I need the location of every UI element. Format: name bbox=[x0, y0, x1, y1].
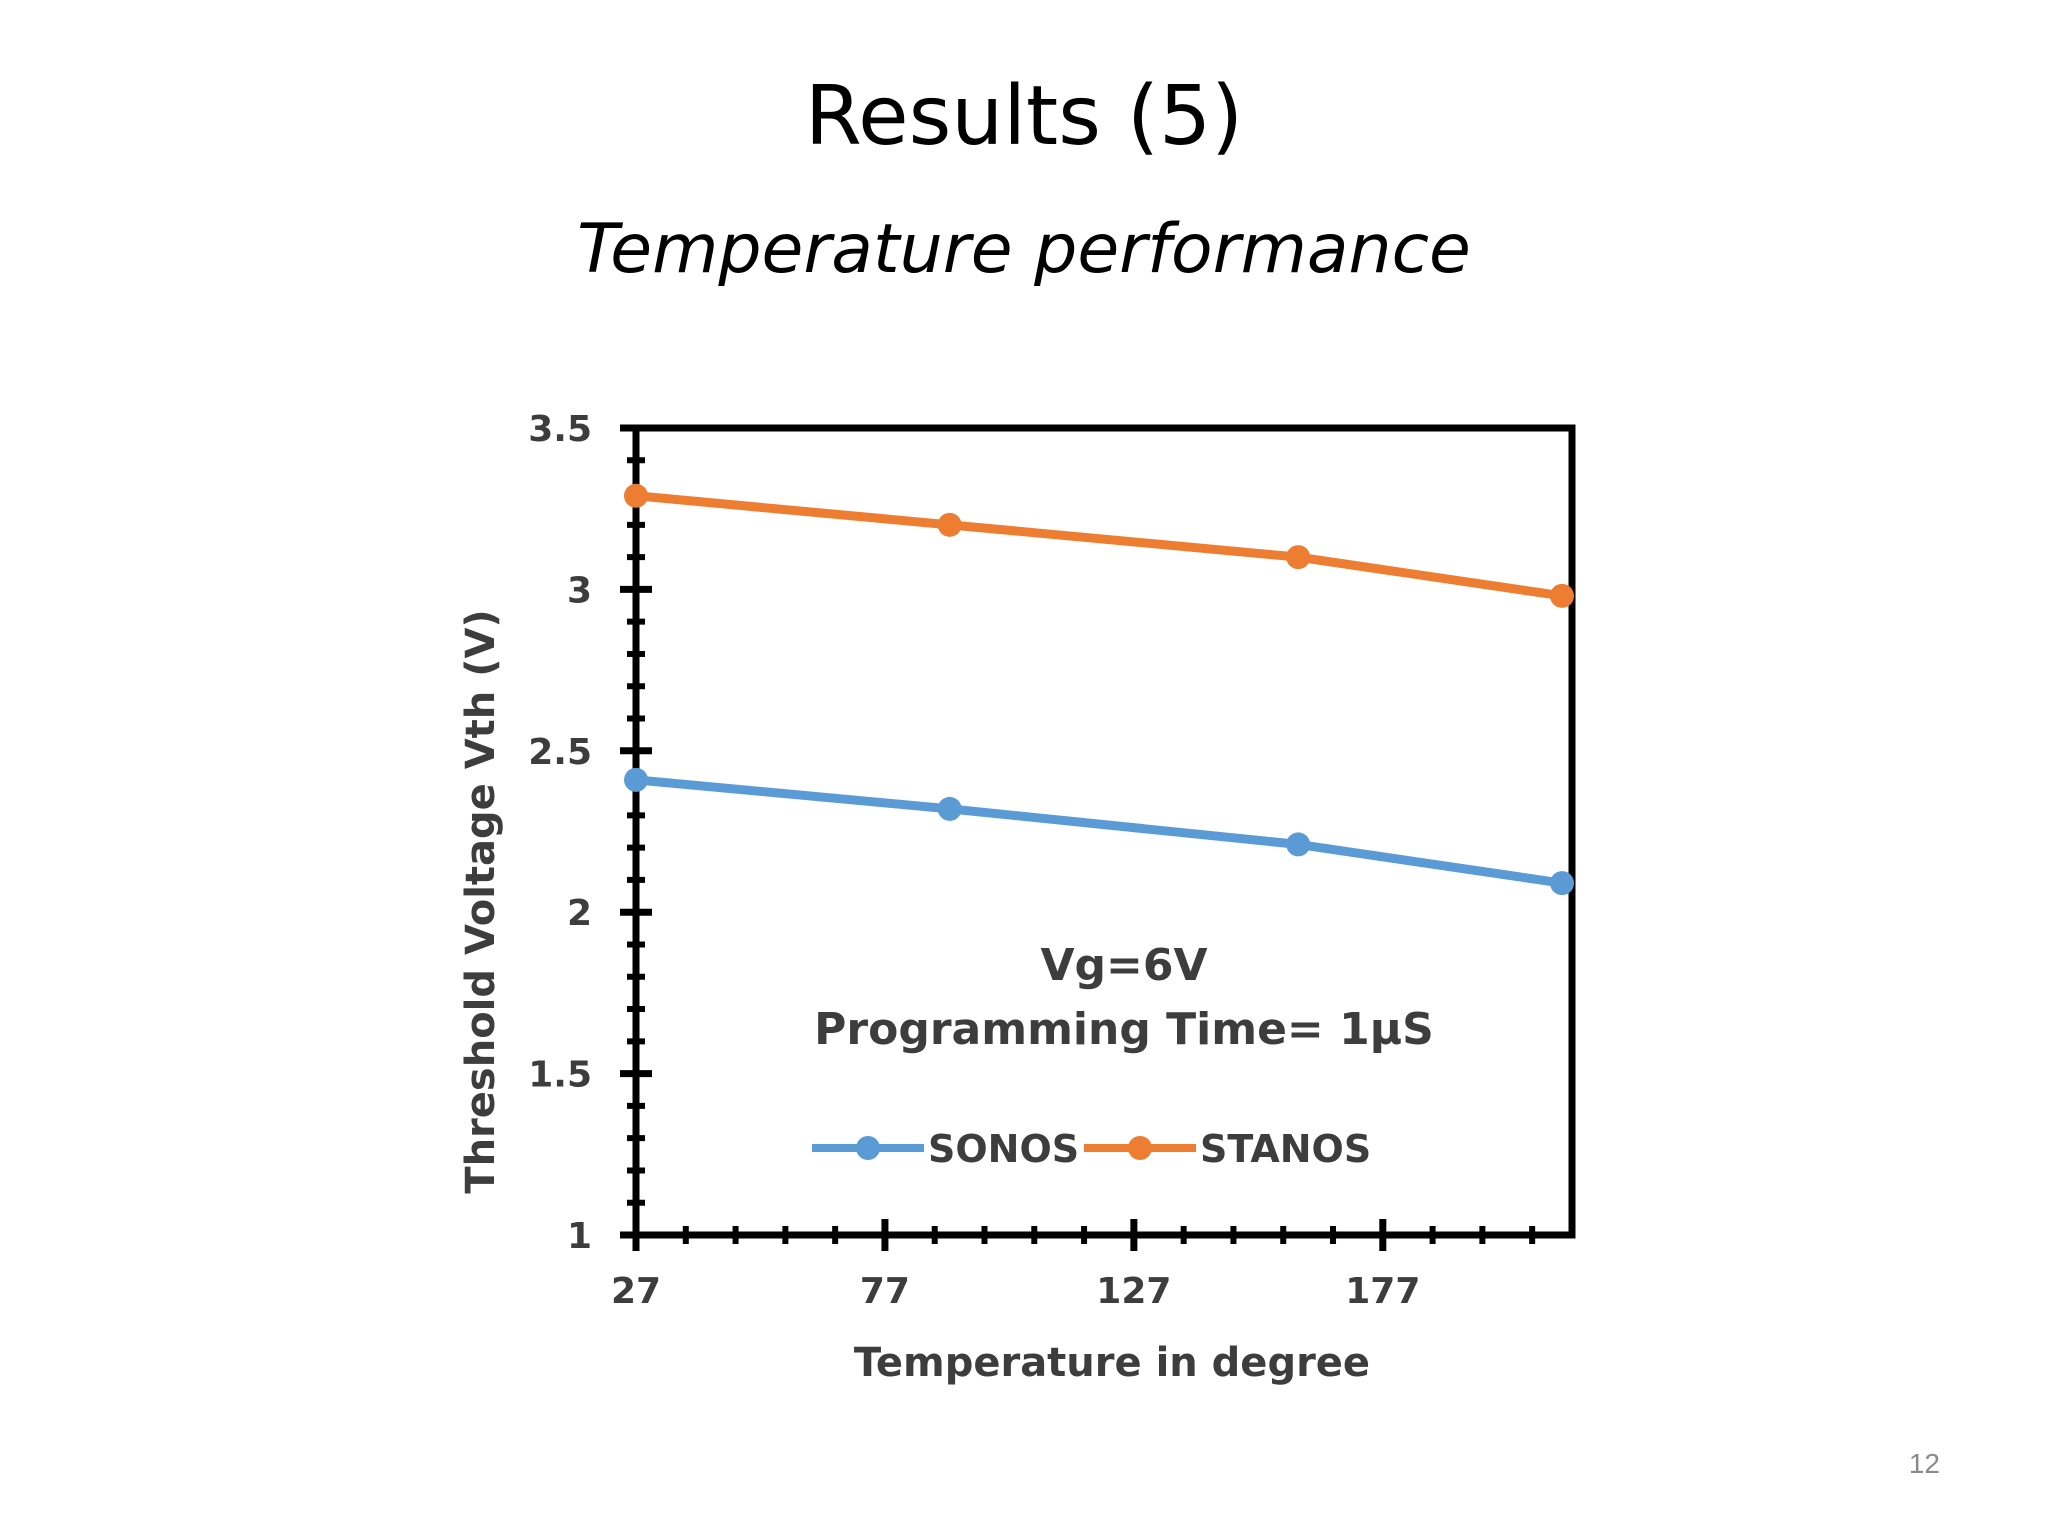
data-point-sonos bbox=[1550, 871, 1575, 896]
series-line-stanos bbox=[631, 491, 1567, 601]
chart-annotation: Programming Time= 1µS bbox=[814, 1004, 1434, 1055]
slide-subtitle: Temperature performance bbox=[577, 210, 1471, 289]
y-tick-label: 1 bbox=[567, 1216, 592, 1257]
plot-frame bbox=[632, 424, 1576, 1239]
legend-swatch-marker bbox=[1128, 1136, 1152, 1160]
y-tick-label: 2.5 bbox=[528, 732, 592, 773]
chart-annotation: Vg=6V bbox=[1040, 940, 1207, 991]
data-point-stanos bbox=[1286, 545, 1311, 570]
y-tick-label: 1.5 bbox=[528, 1055, 592, 1096]
slide-title: Results (5) bbox=[804, 69, 1244, 164]
data-point-sonos bbox=[624, 767, 648, 792]
y-tick-label: 2 bbox=[567, 893, 592, 934]
data-point-sonos bbox=[937, 796, 962, 821]
data-point-sonos bbox=[1286, 832, 1311, 857]
y-axis-label: Threshold Voltage Vth (V) bbox=[458, 609, 504, 1193]
x-tick-label: 27 bbox=[611, 1271, 661, 1312]
legend-label: SONOS bbox=[928, 1127, 1079, 1171]
data-point-stanos bbox=[624, 483, 648, 508]
data-point-stanos bbox=[1550, 583, 1575, 608]
y-tick-label: 3 bbox=[567, 570, 592, 611]
x-tick-label: 77 bbox=[860, 1271, 910, 1312]
legend-swatch-marker bbox=[856, 1136, 880, 1160]
data-point-stanos bbox=[937, 512, 962, 537]
x-tick-label: 127 bbox=[1096, 1271, 1171, 1312]
page-number: 12 bbox=[1908, 1448, 1940, 1479]
y-tick-label: 3.5 bbox=[528, 409, 592, 450]
series-line-sonos bbox=[631, 775, 1567, 888]
x-axis-label: Temperature in degree bbox=[854, 1340, 1370, 1386]
legend-label: STANOS bbox=[1200, 1127, 1371, 1171]
x-tick-label: 177 bbox=[1345, 1271, 1420, 1312]
